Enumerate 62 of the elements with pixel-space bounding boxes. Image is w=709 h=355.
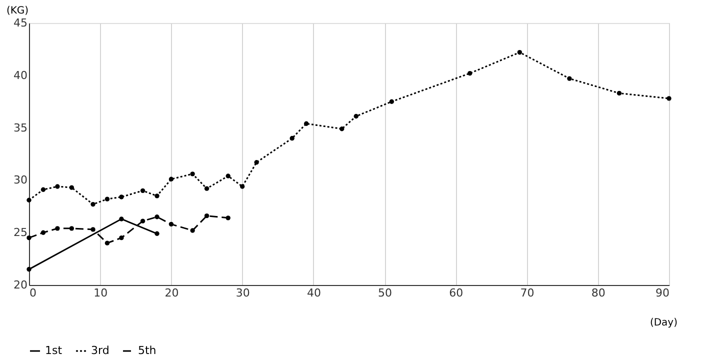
point xyxy=(340,126,344,132)
point xyxy=(290,136,294,141)
x-axis-title: (Day) xyxy=(650,318,678,328)
point xyxy=(354,114,358,119)
point xyxy=(140,188,146,194)
y-axis-title: (KG) xyxy=(6,6,29,16)
point xyxy=(304,121,309,126)
point xyxy=(517,50,522,55)
point xyxy=(567,76,572,81)
legend-label: 1st xyxy=(45,344,63,355)
point xyxy=(666,96,672,101)
x-tick-label: 40 xyxy=(306,286,321,300)
point xyxy=(119,236,124,240)
x-tick-label: 30 xyxy=(236,286,250,300)
point xyxy=(26,236,32,240)
point xyxy=(26,266,32,272)
point xyxy=(154,231,160,236)
legend-label: 5th xyxy=(138,344,156,355)
y-tick-label: 25 xyxy=(14,226,28,240)
point xyxy=(226,174,230,178)
point xyxy=(104,240,110,246)
point xyxy=(616,90,622,96)
point xyxy=(190,228,195,233)
point xyxy=(119,216,124,222)
point xyxy=(40,187,46,192)
x-tick-label: 10 xyxy=(94,286,108,300)
legend-label: 3rd xyxy=(91,344,110,355)
point xyxy=(204,186,210,191)
point xyxy=(90,227,96,232)
x-tick-label: 60 xyxy=(449,286,464,300)
point xyxy=(204,213,210,218)
point xyxy=(69,226,74,231)
y-tick-label: 45 xyxy=(14,16,28,30)
point xyxy=(140,218,146,224)
point xyxy=(55,184,60,189)
point xyxy=(190,172,195,176)
point xyxy=(154,214,160,220)
x-tick-label: 50 xyxy=(378,286,392,300)
point xyxy=(168,176,174,182)
point xyxy=(254,160,259,165)
x-tick-label: 70 xyxy=(520,286,534,300)
point xyxy=(468,70,472,76)
y-tick-label: 40 xyxy=(14,68,28,82)
point xyxy=(226,216,230,220)
point xyxy=(55,226,60,231)
point xyxy=(26,198,32,202)
point xyxy=(240,184,245,189)
point xyxy=(40,230,46,235)
x-tick-label: 80 xyxy=(591,286,606,300)
point xyxy=(119,194,124,200)
point xyxy=(104,196,110,202)
point xyxy=(90,202,96,207)
point xyxy=(154,194,160,198)
point xyxy=(389,99,394,104)
x-tick-label: 20 xyxy=(164,286,179,300)
point xyxy=(69,185,74,190)
point xyxy=(168,222,174,227)
x-tick-label: 90 xyxy=(656,286,670,300)
y-tick-label: 30 xyxy=(14,174,28,187)
y-tick-label: 35 xyxy=(14,121,28,134)
y-tick-label: 20 xyxy=(14,278,28,292)
x-tick-label: 0 xyxy=(30,286,36,300)
